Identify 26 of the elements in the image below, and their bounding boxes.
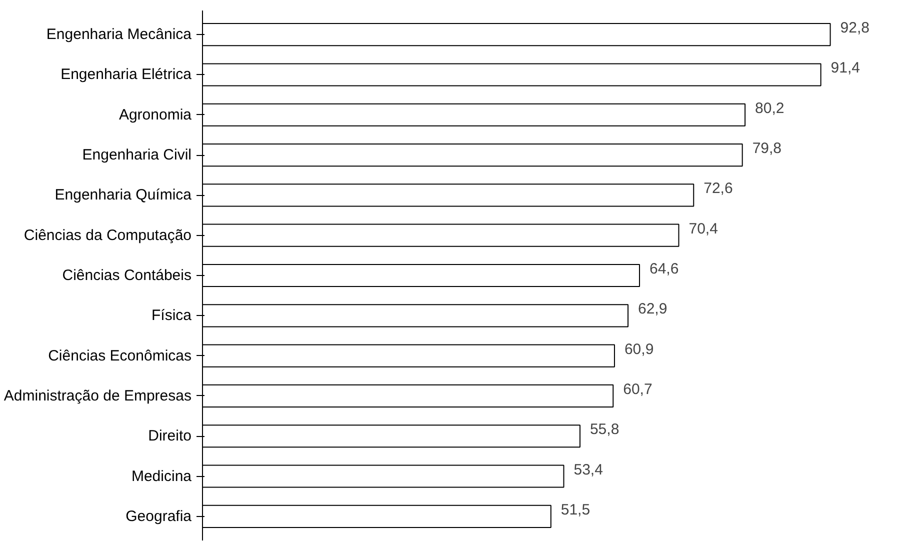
y-tick-label: Ciências Econômicas — [48, 347, 192, 364]
y-tick-label: Engenharia Elétrica — [60, 66, 192, 84]
y-tick-label: Engenharia Civil — [82, 146, 192, 164]
data-label: 92,8 — [840, 20, 870, 37]
data-label: 60,7 — [623, 380, 652, 398]
y-tick-label: Física — [151, 307, 192, 324]
y-tick-label: Administração de Empresas — [4, 387, 192, 404]
y-tick-label: Ciências da Computação — [24, 226, 192, 244]
y-tick-label: Direito — [148, 428, 192, 445]
data-label: 64,6 — [650, 260, 679, 278]
y-tick-label: Geografia — [126, 508, 192, 525]
y-tick-label: Engenharia Mecânica — [46, 26, 192, 44]
data-label: 62,9 — [638, 300, 668, 318]
data-label: 79,8 — [752, 140, 782, 158]
data-label: 55,8 — [590, 421, 620, 438]
data-label: 91,4 — [830, 60, 860, 77]
y-tick-label: Engenharia Química — [54, 186, 192, 204]
data-label: 72,6 — [704, 180, 733, 198]
y-tick-label: Agronomia — [118, 106, 192, 124]
y-tick-label: Ciências Contábeis — [62, 267, 192, 284]
data-label: 53,4 — [574, 461, 603, 478]
data-label: 51,5 — [560, 501, 590, 518]
y-tick-label: Medicina — [131, 468, 192, 485]
data-label: 60,9 — [624, 340, 654, 358]
data-label: 80,2 — [755, 100, 784, 117]
data-label: 70,4 — [688, 220, 718, 238]
